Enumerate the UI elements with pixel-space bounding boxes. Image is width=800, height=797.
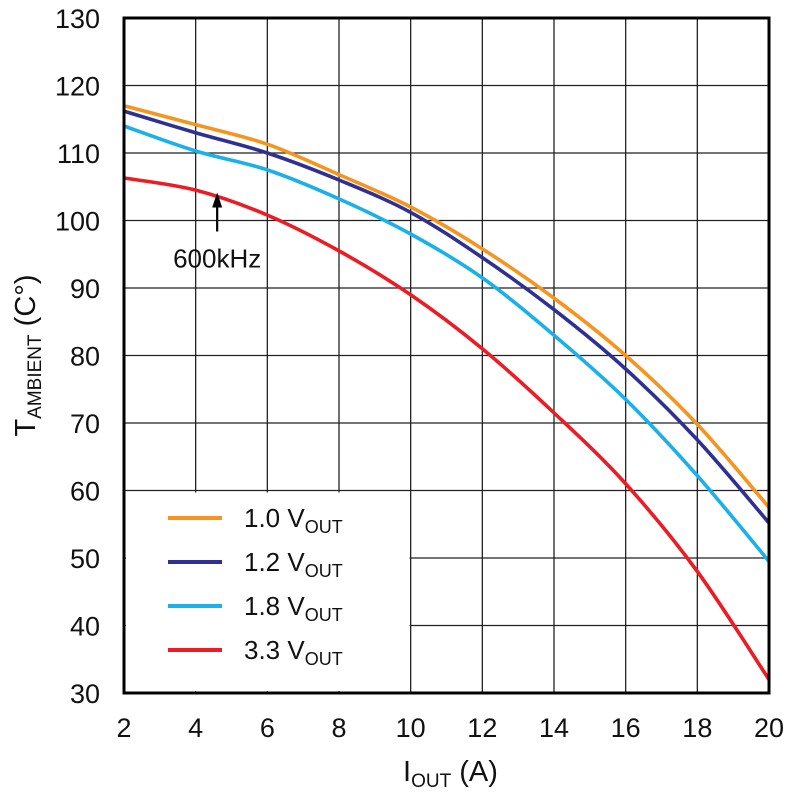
y-axis-title-main: T (10, 419, 42, 437)
series-line-3 (123, 124, 771, 563)
series-lines (123, 104, 771, 681)
legend-label-main: 1.8 V (244, 591, 305, 621)
x-tick-label: 8 (331, 713, 346, 743)
legend-label-4: 3.3 VOUT (244, 635, 343, 669)
y-tick-label: 30 (70, 679, 100, 709)
annotation: 600kHz (173, 192, 261, 274)
y-axis-title-sub: AMBIENT (25, 334, 46, 419)
y-tick-label: 80 (70, 342, 100, 372)
y-tick-label: 90 (70, 274, 100, 304)
grid (124, 18, 769, 693)
x-tick-label: 18 (682, 713, 712, 743)
x-tick-label: 16 (611, 713, 641, 743)
legend-label-1: 1.0 VOUT (244, 503, 343, 537)
annotation-label: 600kHz (173, 244, 261, 274)
series-line-2 (123, 109, 771, 525)
legend-box (126, 492, 410, 691)
legend-label-main: 1.0 V (244, 503, 305, 533)
y-tick-label: 60 (70, 477, 100, 507)
y-tick-labels: 30 40 50 60 70 80 90 100 110 120 130 (55, 4, 100, 709)
legend-label-sub: OUT (305, 649, 343, 669)
legend-label-main: 1.2 V (244, 547, 305, 577)
series-line-1 (123, 104, 771, 509)
x-axis-title-main: I (403, 756, 411, 788)
series-line-4 (123, 176, 771, 681)
x-tick-label: 12 (467, 713, 497, 743)
y-tick-label: 110 (57, 139, 100, 169)
y-tick-label: 100 (55, 207, 100, 237)
legend-label-main: 3.3 V (244, 635, 305, 665)
x-tick-labels: 2 4 6 8 10 12 14 16 18 20 (116, 713, 784, 743)
x-axis-title: IOUT (A) (403, 756, 498, 792)
x-tick-label: 10 (396, 713, 426, 743)
legend-label-sub: OUT (305, 605, 343, 625)
legend-label-3: 1.8 VOUT (244, 591, 343, 625)
x-tick-label: 20 (754, 713, 784, 743)
y-axis-title-unit: (C°) (10, 274, 42, 334)
x-tick-label: 2 (116, 713, 131, 743)
legend-label-sub: OUT (305, 517, 343, 537)
legend-label-sub: OUT (305, 561, 343, 581)
x-tick-label: 14 (539, 713, 569, 743)
y-tick-label: 40 (70, 612, 100, 642)
x-axis-title-unit: (A) (451, 756, 498, 788)
y-tick-label: 50 (70, 544, 100, 574)
y-axis-title: TAMBIENT (C°) (10, 274, 46, 436)
y-tick-label: 120 (55, 72, 100, 102)
x-tick-label: 6 (260, 713, 275, 743)
annotation-arrow-head (212, 192, 223, 208)
x-tick-label: 4 (188, 713, 203, 743)
y-tick-label: 70 (70, 409, 100, 439)
plot-frame (122, 16, 771, 695)
x-axis-title-sub: OUT (411, 771, 452, 792)
y-tick-label: 130 (55, 4, 100, 34)
legend-label-2: 1.2 VOUT (244, 547, 343, 581)
